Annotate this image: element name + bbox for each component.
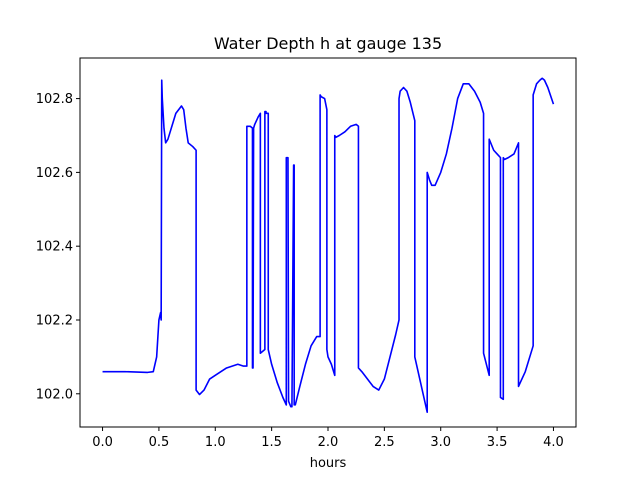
series-line-0 — [102, 77, 555, 414]
y-tick-label: 102.6 — [36, 166, 73, 181]
x-tick-label: 1.5 — [261, 435, 282, 450]
x-tick-label: 2.0 — [318, 435, 339, 450]
x-tick-label: 3.5 — [487, 435, 508, 450]
y-tick-label: 102.0 — [36, 387, 73, 402]
y-ticks: 102.0 102.2 102.4 102.6 102.8 — [36, 92, 80, 402]
y-tick-label: 102.4 — [36, 240, 73, 255]
series-layer — [102, 77, 555, 414]
x-tick-label: 0.0 — [92, 435, 113, 450]
y-tick-label: 102.2 — [36, 313, 73, 328]
chart-title: Water Depth h at gauge 135 — [214, 34, 442, 53]
x-tick-label: 0.5 — [149, 435, 170, 450]
x-tick-label: 4.0 — [543, 435, 564, 450]
x-tick-label: 2.5 — [374, 435, 395, 450]
plot-frame — [79, 57, 577, 428]
x-axis-label: hours — [310, 456, 347, 471]
y-tick-label: 102.8 — [36, 92, 73, 107]
x-tick-label: 1.0 — [205, 435, 226, 450]
x-ticks: 0.0 0.5 1.0 1.5 2.0 2.5 3.0 3.5 4.0 — [92, 427, 564, 450]
x-tick-label: 3.0 — [430, 435, 451, 450]
